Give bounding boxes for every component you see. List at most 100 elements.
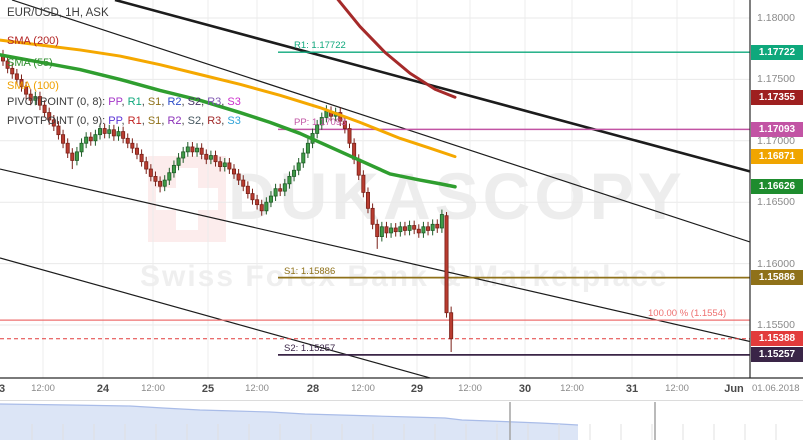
candle-body bbox=[250, 193, 255, 201]
time-label: 12:00 bbox=[31, 383, 55, 394]
candle-body bbox=[148, 168, 153, 177]
pivot-level-key: S3 bbox=[227, 115, 241, 127]
trendline bbox=[0, 168, 750, 343]
candle-body bbox=[111, 129, 116, 137]
candle-body bbox=[42, 104, 47, 113]
candle-body bbox=[213, 155, 218, 163]
candle-body bbox=[144, 161, 149, 170]
pivot-level-key: S1 bbox=[147, 115, 162, 127]
legend-sma-label: SMA (200) bbox=[7, 35, 59, 47]
pivot-level-key: S1 bbox=[147, 96, 162, 108]
candle-body bbox=[407, 225, 412, 231]
pivot-level-key: R2 bbox=[167, 115, 182, 127]
candle-body bbox=[342, 120, 347, 129]
candle-body bbox=[102, 128, 107, 134]
level-label-pp: PP: 1.17093 bbox=[294, 117, 347, 129]
candle-body bbox=[74, 151, 79, 161]
pivot-level-key: PP bbox=[108, 96, 122, 108]
candle-body bbox=[236, 173, 241, 181]
candle-body bbox=[241, 179, 246, 187]
separator: , bbox=[181, 115, 188, 127]
candle-body bbox=[430, 223, 435, 231]
chart-navigator[interactable] bbox=[0, 401, 803, 442]
candle-body bbox=[139, 153, 144, 163]
candle-body bbox=[287, 176, 292, 185]
time-label: 12:00 bbox=[351, 383, 375, 394]
candle-body bbox=[199, 147, 204, 155]
pivot-level-key: S2 bbox=[187, 96, 202, 108]
swiss-cross-icon bbox=[148, 156, 226, 242]
price-tick-label: 1.17000 bbox=[757, 134, 795, 147]
candle-body bbox=[24, 86, 29, 95]
level-label-r1: R1: 1.17722 bbox=[294, 40, 346, 52]
candle-body bbox=[70, 152, 75, 161]
candle-body bbox=[393, 227, 398, 233]
separator: , bbox=[141, 115, 148, 127]
candle-body bbox=[28, 93, 33, 101]
navigator-area bbox=[0, 404, 578, 440]
candle-body bbox=[370, 207, 375, 225]
time-label: 12:00 bbox=[665, 383, 689, 394]
candle-body bbox=[14, 73, 19, 80]
candle-body bbox=[121, 131, 126, 139]
candle-body bbox=[153, 176, 158, 182]
time-label: 31 bbox=[625, 383, 639, 395]
price-badge: 1.17093 bbox=[751, 121, 803, 137]
candle-body bbox=[181, 151, 186, 159]
candle-body bbox=[227, 162, 232, 170]
candle-body bbox=[398, 226, 403, 233]
separator: , bbox=[221, 96, 228, 108]
candle-body bbox=[435, 223, 440, 229]
candle-body bbox=[231, 168, 236, 175]
time-label: 25 bbox=[201, 383, 215, 395]
candle-body bbox=[222, 162, 227, 167]
sma-200-line bbox=[336, 0, 457, 99]
plot-group bbox=[0, 0, 750, 378]
candle-body bbox=[61, 134, 66, 144]
candle-body bbox=[195, 147, 200, 153]
legend-pivot-row: PIVOTPOINT (0, 8): PP, R1, S1, R2, S2, R… bbox=[7, 96, 241, 108]
candle-body bbox=[158, 180, 163, 187]
price-badge: 1.15388 bbox=[751, 331, 803, 347]
candle-body bbox=[47, 112, 52, 121]
candle-body bbox=[379, 226, 384, 237]
price-tick-label: 1.15500 bbox=[757, 319, 795, 331]
candle-body bbox=[319, 117, 324, 126]
candle-body bbox=[255, 199, 260, 206]
candle-body bbox=[449, 312, 454, 340]
watermark-tagline-text: Swiss Forex Bank & Marketplace bbox=[140, 260, 669, 293]
separator: , bbox=[161, 96, 168, 108]
candle-body bbox=[134, 147, 139, 155]
candle-body bbox=[130, 142, 135, 149]
time-label: 24 bbox=[96, 383, 110, 395]
separator: , bbox=[141, 96, 148, 108]
candle-body bbox=[296, 162, 301, 171]
candle-body bbox=[125, 137, 130, 144]
candle-body bbox=[162, 179, 167, 187]
time-label: 12:00 bbox=[560, 383, 584, 394]
pivot-indicator-name: PIVOTPOINT (0, 9): bbox=[7, 115, 109, 127]
candle-body bbox=[361, 174, 366, 193]
candle-body bbox=[84, 136, 89, 144]
candle-body bbox=[208, 155, 213, 160]
candle-body bbox=[402, 226, 407, 231]
candle-body bbox=[93, 134, 98, 142]
separator: , bbox=[121, 96, 128, 108]
price-badge: 1.17722 bbox=[751, 44, 803, 60]
candle-body bbox=[204, 153, 209, 160]
candle-body bbox=[426, 226, 431, 231]
price-tick-label: 1.17500 bbox=[757, 73, 795, 86]
price-badge: 1.17355 bbox=[751, 89, 803, 105]
candle-body bbox=[389, 227, 394, 234]
level-label-fib-100: 100.00 % (1.1554) bbox=[648, 308, 727, 320]
pivot-level-key: S3 bbox=[227, 96, 241, 108]
candle-body bbox=[347, 128, 352, 144]
time-label: 12:00 bbox=[245, 383, 269, 394]
chart-legend: EUR/USD, 1H, ASK SMA (200) SMA (55) SMA (1… bbox=[7, 7, 241, 127]
time-label: 12:00 bbox=[458, 383, 482, 394]
price-badge: 1.15886 bbox=[751, 270, 803, 286]
price-badge: 1.16871 bbox=[751, 149, 803, 165]
candle-body bbox=[384, 226, 389, 234]
